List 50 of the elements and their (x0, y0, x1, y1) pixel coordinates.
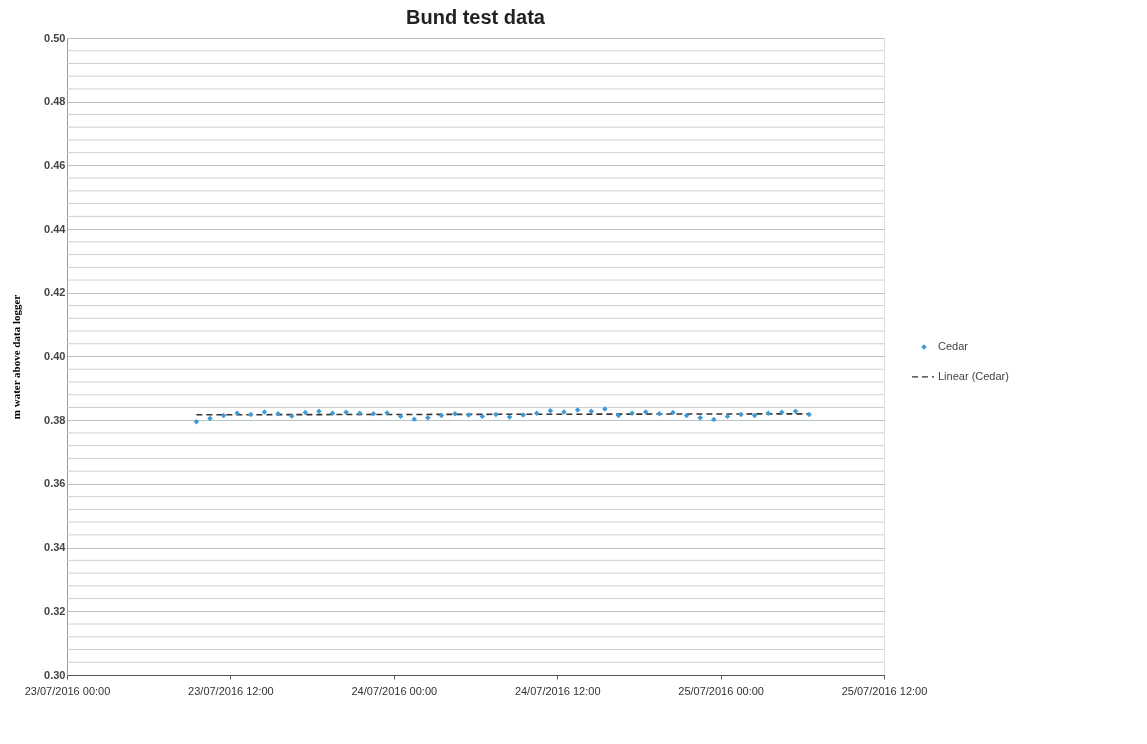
x-tick-label: 25/07/2016 12:00 (841, 684, 928, 697)
y-tick-label: 0.42 (44, 286, 66, 299)
x-tick-label: 24/07/2016 00:00 (351, 684, 438, 697)
point (574, 407, 581, 413)
point (411, 416, 417, 422)
point (534, 410, 540, 416)
y-tick-label: 0.40 (44, 350, 66, 362)
point (493, 411, 499, 418)
point (711, 416, 717, 423)
point (465, 412, 472, 418)
y-tick-label: 0.46 (44, 158, 66, 171)
point (370, 411, 377, 417)
point (261, 409, 268, 415)
point (479, 413, 486, 420)
point (329, 410, 336, 416)
point (425, 414, 431, 421)
point (248, 411, 254, 418)
y-axis-title: m water above data logger (10, 294, 23, 420)
point (779, 409, 785, 415)
legend-label: Linear (Cedar) (938, 369, 1009, 382)
chart-title: Bund test data (406, 6, 546, 28)
y-tick-label: 0.38 (44, 413, 66, 426)
point (738, 411, 744, 418)
point (588, 408, 594, 415)
point (656, 411, 663, 417)
point (765, 410, 771, 416)
point (670, 409, 676, 416)
point (316, 408, 322, 415)
y-tick-label: 0.34 (44, 541, 67, 554)
point (234, 410, 240, 416)
point (193, 419, 200, 425)
y-tick-label: 0.32 (44, 604, 66, 617)
y-tick-label: 0.36 (44, 477, 66, 490)
point (642, 409, 649, 415)
point (357, 410, 363, 416)
point (207, 415, 213, 422)
point (806, 411, 812, 418)
x-tick-label: 25/07/2016 00:00 (678, 684, 764, 697)
point (288, 413, 295, 419)
x-tick-label: 24/07/2016 12:00 (514, 684, 601, 697)
point (697, 414, 703, 421)
point (343, 409, 349, 415)
x-tick-label: 23/07/2016 12:00 (188, 684, 274, 697)
y-tick-label: 0.48 (44, 95, 66, 108)
y-tick-label: 0.50 (44, 31, 66, 44)
x-tick-label: 23/07/2016 00:00 (24, 684, 111, 697)
y-tick-label: 0.30 (44, 668, 66, 681)
y-tick-label: 0.44 (44, 222, 67, 235)
point (506, 414, 513, 420)
legend-label: Cedar (938, 339, 969, 352)
